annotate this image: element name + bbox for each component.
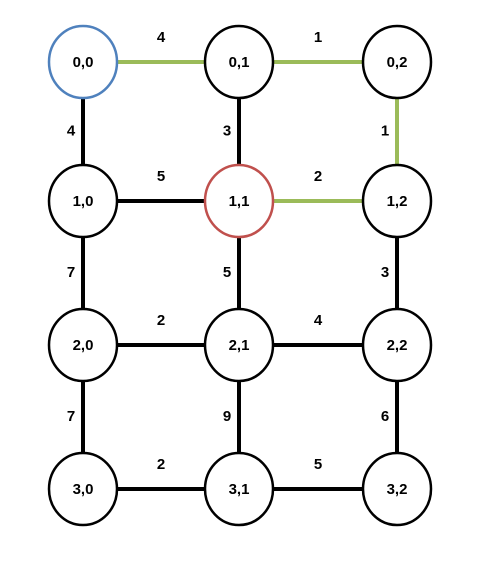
node-3-0: 3,0 (47, 451, 119, 527)
node-1-2: 1,2 (361, 163, 433, 239)
node-circle (47, 24, 119, 100)
node-3-1: 3,1 (203, 451, 275, 527)
edge-weight-label: 3 (223, 122, 231, 139)
edge-weight-label: 4 (157, 29, 166, 46)
node-circle (47, 307, 119, 383)
node-label: 0,0 (73, 54, 94, 71)
node-label: 2,0 (73, 337, 94, 354)
edge-weight-label: 4 (314, 312, 323, 329)
node-circle (361, 163, 433, 239)
edge-weight-label: 7 (67, 264, 75, 281)
edge-weight-label: 9 (223, 408, 231, 425)
edge-weight-label: 1 (381, 122, 389, 139)
node-1-1: 1,1 (203, 163, 275, 239)
node-layer: 0,0 0,1 0,2 1,0 1,1 1,2 2,0 2,1 2,2 3,0 3,1 3,2 (47, 24, 433, 527)
node-label: 1,2 (387, 193, 408, 210)
node-label: 2,2 (387, 337, 408, 354)
edge-weight-label: 5 (314, 456, 322, 473)
edge-weight-label: 2 (157, 312, 165, 329)
node-2-1: 2,1 (203, 307, 275, 383)
edge-weight-label: 1 (314, 29, 322, 46)
node-label: 0,2 (387, 54, 408, 71)
edge-weight-label: 2 (157, 456, 165, 473)
node-circle (203, 307, 275, 383)
node-circle (361, 451, 433, 527)
node-label: 3,0 (73, 481, 94, 498)
node-3-2: 3,2 (361, 451, 433, 527)
node-label: 3,1 (229, 481, 250, 498)
node-circle (47, 163, 119, 239)
node-circle (203, 163, 275, 239)
edge-weight-label: 3 (381, 264, 389, 281)
node-circle (203, 24, 275, 100)
edge-weight-label: 2 (314, 168, 322, 185)
edge-weight-label: 5 (223, 264, 231, 281)
edge-weight-label: 4 (67, 122, 76, 139)
node-label: 3,2 (387, 481, 408, 498)
edge-weight-label: 7 (67, 408, 75, 425)
node-label: 1,1 (229, 193, 250, 210)
node-2-2: 2,2 (361, 307, 433, 383)
node-circle (203, 451, 275, 527)
edge-weight-label: 6 (381, 408, 389, 425)
node-label: 1,0 (73, 193, 94, 210)
node-circle (361, 307, 433, 383)
edge-layer (81, 60, 399, 491)
node-0-1: 0,1 (203, 24, 275, 100)
node-0-2: 0,2 (361, 24, 433, 100)
edge-weight-label: 5 (157, 168, 165, 185)
node-label: 2,1 (229, 337, 250, 354)
node-2-0: 2,0 (47, 307, 119, 383)
node-circle (361, 24, 433, 100)
node-1-0: 1,0 (47, 163, 119, 239)
node-circle (47, 451, 119, 527)
node-label: 0,1 (229, 54, 250, 71)
node-0-0: 0,0 (47, 24, 119, 100)
